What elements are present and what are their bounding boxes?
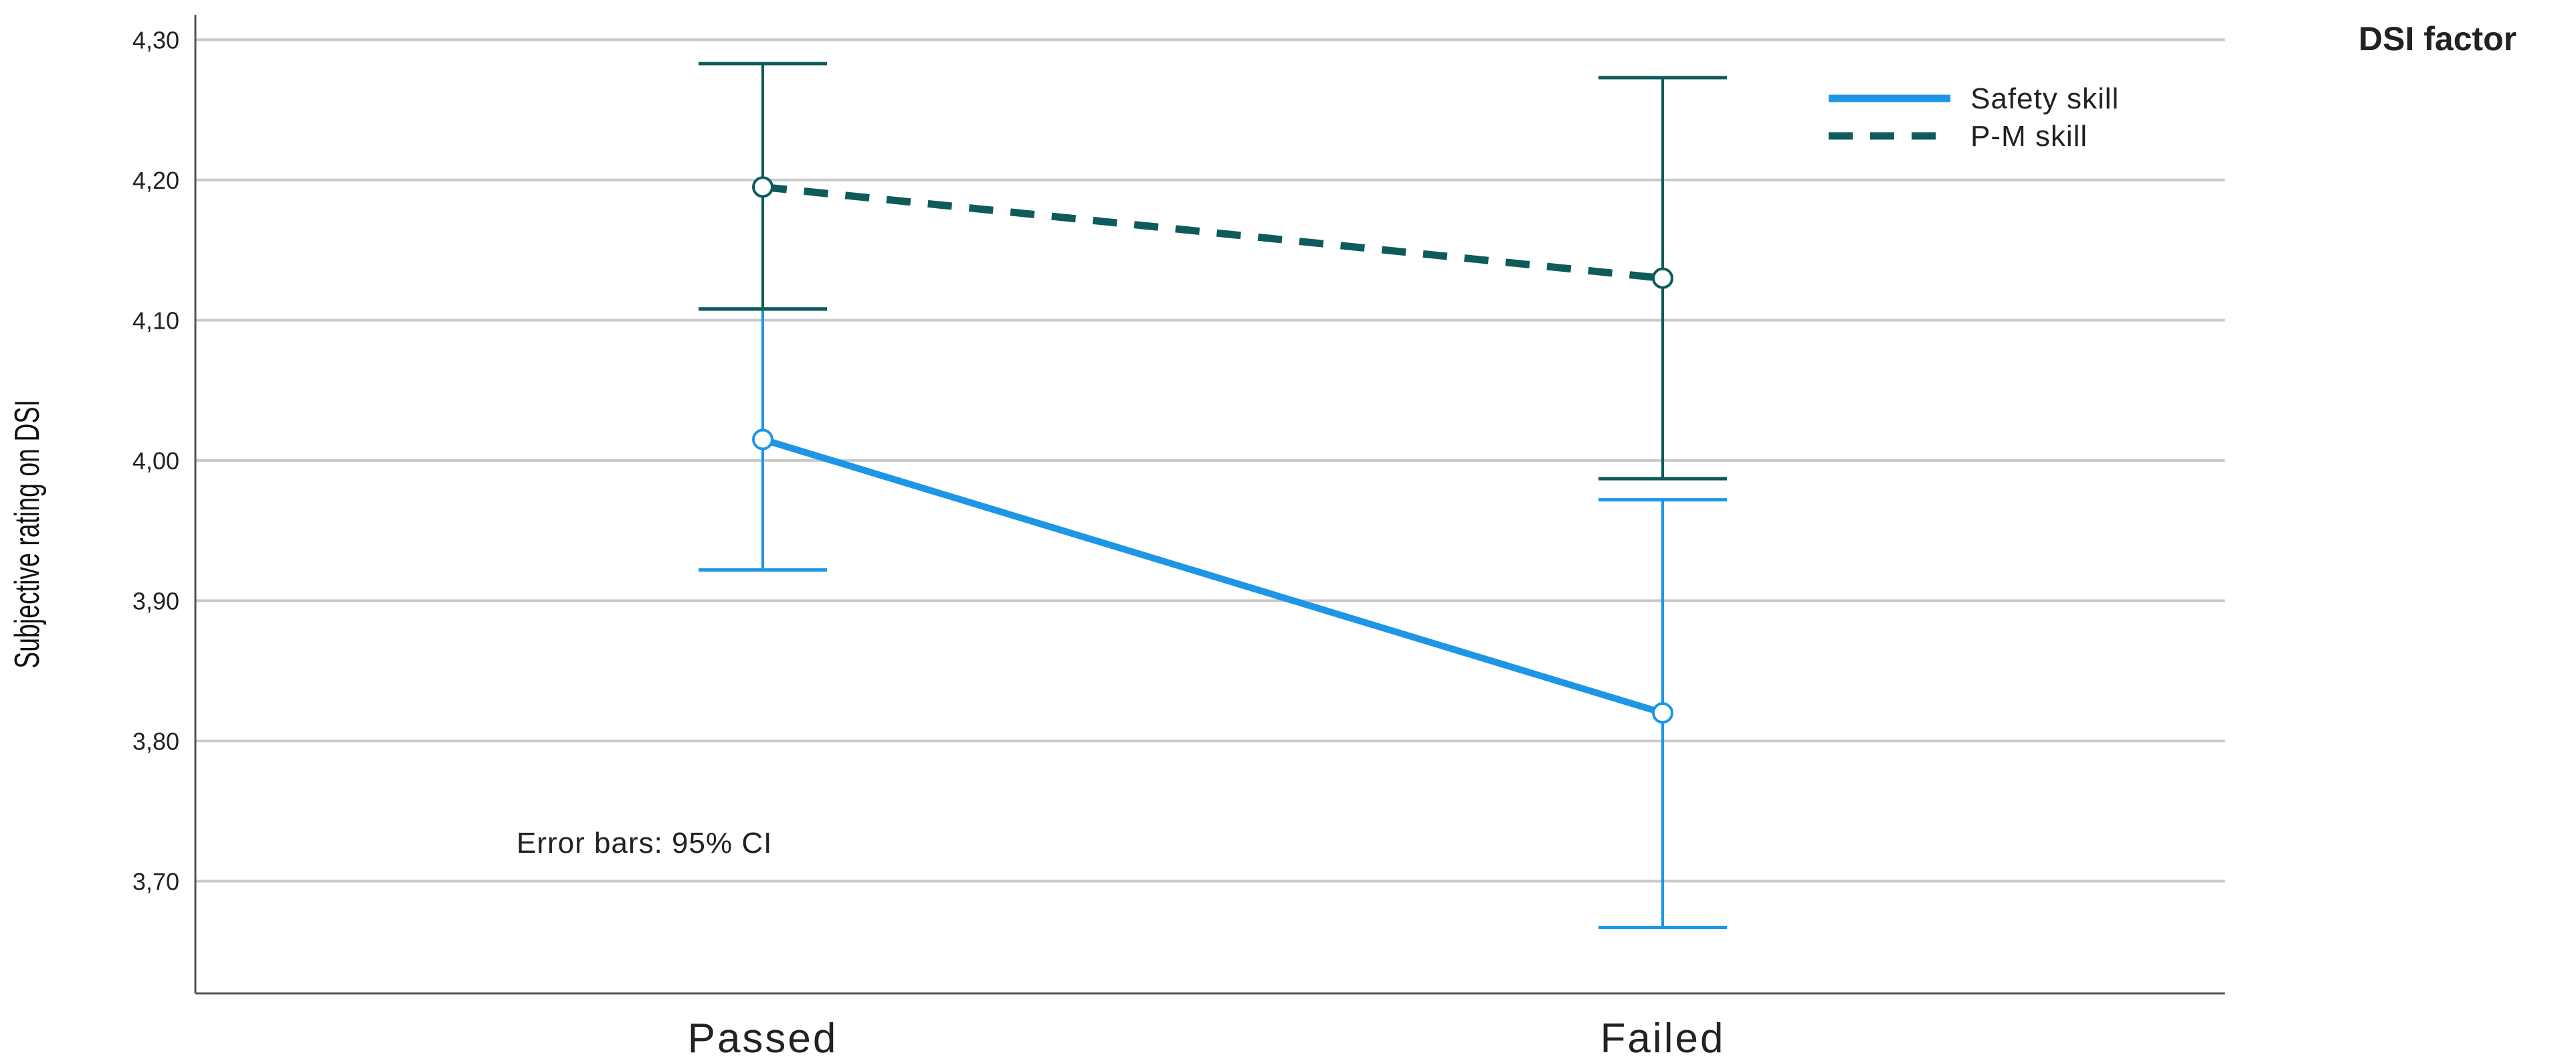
y-tick-label: 4,10 (132, 307, 179, 334)
error-bars-note: Error bars: 95% CI (517, 827, 772, 860)
y-tick-label: 4,00 (132, 447, 179, 475)
legend-label: P-M skill (1970, 120, 2088, 153)
series-line (762, 183, 1663, 282)
series-group (699, 62, 1727, 481)
plot-series (699, 62, 1727, 930)
x-tick-label: Failed (1600, 1015, 1726, 1062)
y-tick-label: 4,20 (132, 167, 179, 194)
gridlines (195, 38, 2225, 883)
y-tick-label: 4,30 (132, 26, 179, 54)
series-group (699, 307, 1727, 930)
x-tick-label: Passed (688, 1015, 838, 1062)
data-point (1652, 702, 1673, 724)
y-tick-label: 3,70 (132, 868, 179, 895)
data-point (1652, 267, 1673, 289)
axes: 3,70 3,80 3,90 4,00 4,10 4,20 4,30 Passed Failed (132, 15, 2225, 1062)
y-tick-label: 3,90 (132, 587, 179, 615)
y-axis-label: Subjective rating on DSI (7, 400, 47, 669)
y-tick-label: 3,80 (132, 728, 179, 755)
legend-title: DSI factor (2359, 20, 2516, 58)
legend-label: Safety skill (1970, 82, 2119, 115)
legend: DSI factor Safety skill P-M skill (1829, 20, 2516, 153)
data-point (752, 176, 773, 198)
data-point (752, 428, 773, 451)
series-line (761, 436, 1664, 716)
